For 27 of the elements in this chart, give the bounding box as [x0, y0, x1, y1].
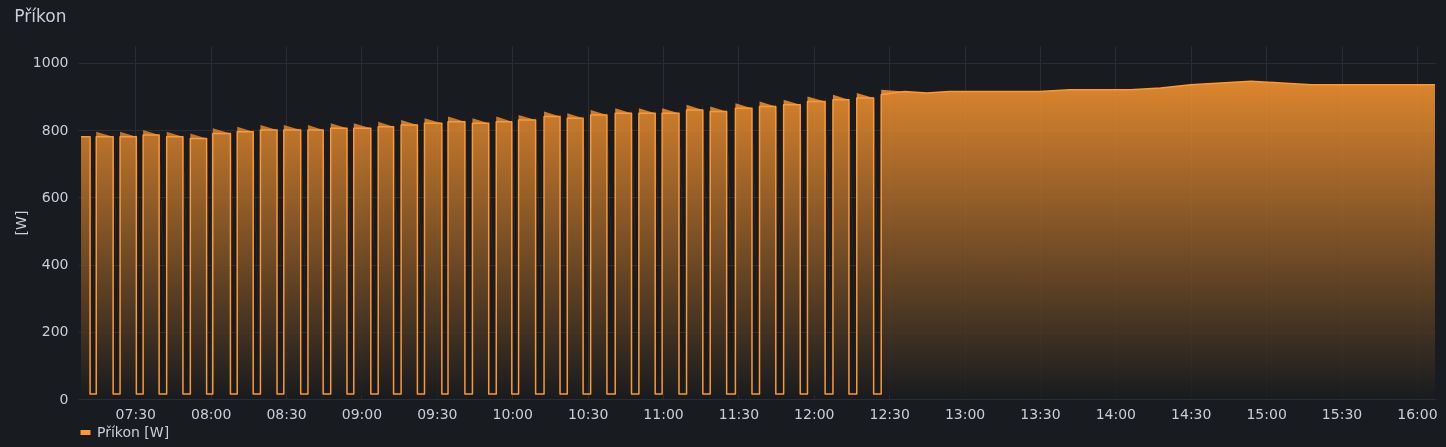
- x-tick-label: 10:00: [492, 405, 533, 422]
- y-tick-label: 600: [41, 188, 69, 205]
- x-tick-label: 10:30: [567, 405, 609, 422]
- x-tick-label: 15:30: [1321, 405, 1363, 422]
- x-tick-label: 09:30: [417, 405, 458, 422]
- x-tick-label: 16:00: [1397, 405, 1438, 422]
- x-tick-label: 14:30: [1171, 405, 1212, 422]
- x-tick-label: 13:30: [1020, 405, 1061, 422]
- x-tick-label: 08:30: [266, 405, 307, 422]
- y-tick-label: 1000: [32, 54, 69, 71]
- y-tick-label: 200: [41, 323, 69, 340]
- x-tick-label: 12:30: [869, 405, 910, 422]
- y-tick-label: 0: [59, 390, 69, 407]
- y-tick-label: 800: [41, 121, 69, 138]
- x-tick-label: 14:00: [1095, 405, 1137, 422]
- x-tick-label: 15:00: [1246, 405, 1287, 422]
- y-tick-label: 400: [41, 256, 69, 273]
- chart-title: Příkon: [14, 6, 67, 26]
- x-tick-label: 11:30: [718, 405, 760, 422]
- x-tick-label: 12:00: [794, 405, 835, 422]
- x-tick-label: 08:00: [191, 405, 232, 422]
- x-tick-label: 07:30: [115, 405, 156, 422]
- x-tick-label: 09:00: [341, 405, 383, 422]
- y-axis-title: [W]: [12, 210, 29, 236]
- legend-label: Příkon [W]: [97, 423, 170, 440]
- x-tick-label: 11:00: [643, 405, 684, 422]
- x-tick-label: 13:00: [944, 405, 986, 422]
